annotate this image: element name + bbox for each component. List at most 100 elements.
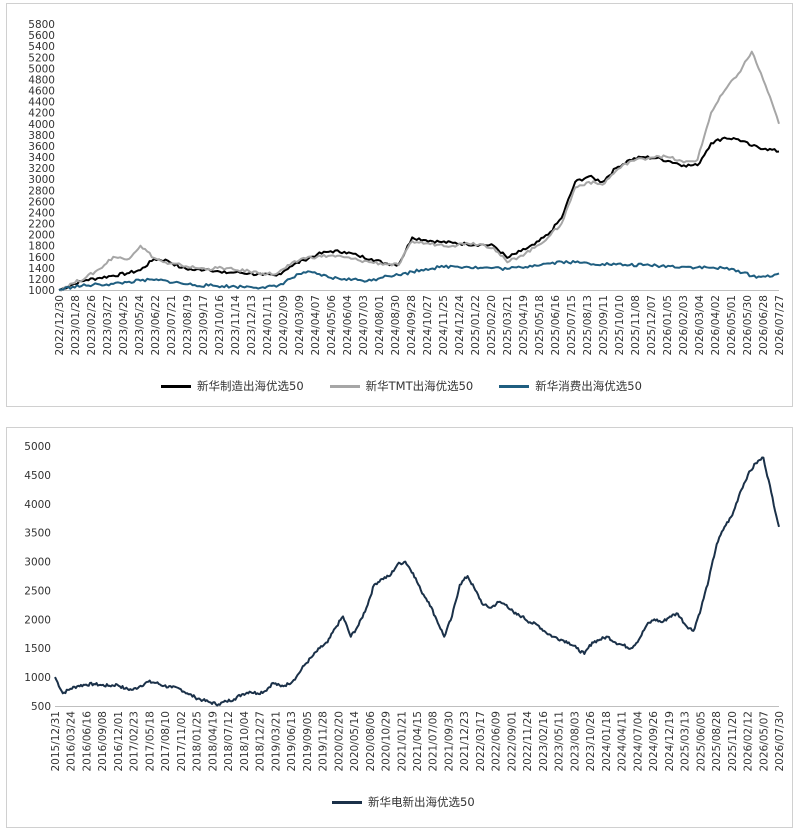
top-x-tick-label: 2024/01/11 xyxy=(262,295,274,356)
legend-label-tmt: 新华TMT出海优选50 xyxy=(365,379,474,393)
bottom-x-tick-label: 2016/09/08 xyxy=(97,711,109,772)
top-x-tick-label: 2024/12/24 xyxy=(454,295,466,356)
top-x-tick-label: 2024/09/28 xyxy=(406,295,418,356)
top-x-tick-label: 2025/12/07 xyxy=(646,295,658,356)
top-x-tick-label: 2025/05/18 xyxy=(534,295,546,356)
top-x-tick-label: 2023/08/19 xyxy=(182,295,194,356)
legend-swatch-tmt xyxy=(329,384,360,388)
top-x-tick-label: 2024/03/09 xyxy=(294,295,306,356)
top-x-tick-label: 2026/05/01 xyxy=(726,295,738,356)
bottom-y-tick-label: 1000 xyxy=(24,672,51,684)
bottom-x-tick-label: 2023/08/03 xyxy=(569,711,581,772)
top-x-tick-label: 2024/05/06 xyxy=(326,295,338,356)
legend-item-new-energy: 新华电新出海优选50 xyxy=(332,794,475,810)
bottom-x-tick-label: 2022/03/17 xyxy=(475,711,487,772)
chart-bottom-svg: 500 1000 1500 2000 2500 3000 3500 4000 4500 5000 2… xyxy=(24,441,786,772)
top-x-tick-label: 2025/01/22 xyxy=(470,295,482,356)
top-x-tick-label: 2023/05/24 xyxy=(134,295,146,356)
legend-swatch-consumer xyxy=(499,384,530,388)
bottom-x-tick-label: 2021/01/21 xyxy=(396,711,408,772)
top-x-tick-label: 2025/08/13 xyxy=(582,295,594,356)
bottom-y-tick-label: 500 xyxy=(31,701,51,713)
top-x-tick-label: 2026/07/27 xyxy=(774,295,786,356)
top-y-tick-label: 5400 xyxy=(28,41,55,53)
top-y-tick-label: 2600 xyxy=(28,196,55,208)
top-series-line-2 xyxy=(58,260,780,291)
top-x-tick-label: 2024/10/27 xyxy=(422,295,434,356)
top-y-tick-label: 2800 xyxy=(28,185,55,197)
top-y-tick-label: 3200 xyxy=(28,163,55,175)
bottom-x-tick-label: 2022/09/01 xyxy=(506,711,518,772)
top-y-tick-label: 2000 xyxy=(28,230,55,242)
top-y-tick-label: 4000 xyxy=(28,119,55,131)
top-y-tick-label: 1400 xyxy=(28,263,55,275)
bottom-series-line-0 xyxy=(54,456,780,707)
bottom-x-tick-label: 2016/03/24 xyxy=(66,711,78,772)
bottom-x-tick-label: 2020/02/20 xyxy=(333,711,345,772)
top-x-tick-label: 2023/04/25 xyxy=(118,295,130,356)
top-x-tick-label: 2025/09/11 xyxy=(598,295,610,356)
top-x-tick-label: 2024/08/30 xyxy=(390,295,402,356)
bottom-x-tick-label: 2026/05/07 xyxy=(758,711,770,772)
top-y-tick-label: 1200 xyxy=(28,274,55,286)
legend-swatch-new-energy xyxy=(332,800,362,804)
top-y-tick-label: 4600 xyxy=(28,86,55,98)
bottom-x-tick-label: 2020/08/06 xyxy=(365,711,377,772)
top-x-tick-label: 2025/10/10 xyxy=(614,295,626,356)
bottom-y-tick-label: 1500 xyxy=(24,643,51,655)
bottom-x-tick-label: 2017/08/10 xyxy=(160,711,172,772)
bottom-x-tick-label: 2023/05/11 xyxy=(554,711,566,772)
bottom-x-tick-label: 2019/09/05 xyxy=(302,711,314,772)
chart-panel-top: 1000 1200 1400 1600 1800 2000 2200 2400 2600 2800… xyxy=(6,3,793,407)
bottom-x-tick-label: 2017/02/23 xyxy=(129,711,141,772)
bottom-x-tick-label: 2024/04/11 xyxy=(617,711,629,772)
bottom-y-tick-label: 5000 xyxy=(24,441,51,453)
chart-top-svg: 1000120014001600180020002200240026002800… xyxy=(28,19,786,356)
bottom-x-tick-label: 2025/08/28 xyxy=(711,711,723,772)
bottom-x-tick-label: 2022/11/24 xyxy=(522,711,534,772)
top-x-tick-label: 2024/11/25 xyxy=(438,295,450,356)
bottom-x-tick-label: 2023/10/26 xyxy=(585,711,597,772)
bottom-y-tick-label: 3000 xyxy=(24,557,51,569)
top-y-tick-label: 1600 xyxy=(28,252,55,264)
top-x-tick-label: 2024/08/01 xyxy=(374,295,386,356)
bottom-x-tick-label: 2021/12/23 xyxy=(459,711,471,772)
top-x-tick-label: 2023/07/21 xyxy=(166,295,178,356)
bottom-x-tick-label: 2015/12/31 xyxy=(50,711,62,772)
top-x-tick-label: 2025/07/15 xyxy=(566,295,578,356)
bottom-y-tick-label: 2000 xyxy=(24,614,51,626)
bottom-x-tick-label: 2021/07/08 xyxy=(428,711,440,772)
bottom-y-tick-label: 3500 xyxy=(24,528,51,540)
bottom-x-tick-label: 2016/12/01 xyxy=(113,711,125,772)
bottom-x-tick-label: 2018/10/04 xyxy=(239,711,251,772)
top-y-tick-label: 3400 xyxy=(28,152,55,164)
top-x-tick-label: 2025/06/16 xyxy=(550,295,562,356)
top-x-tick-label: 2026/04/02 xyxy=(710,295,722,356)
top-y-tick-label: 2400 xyxy=(28,207,55,219)
bottom-x-tick-label: 2019/06/13 xyxy=(286,711,298,772)
bottom-x-tick-label: 2018/12/27 xyxy=(255,711,267,772)
top-x-tick-label: 2024/04/07 xyxy=(310,295,322,356)
bottom-y-tick-label: 4000 xyxy=(24,499,51,511)
top-y-tick-label: 5600 xyxy=(28,30,55,42)
top-series-line-0 xyxy=(58,136,780,291)
top-y-tick-label: 3800 xyxy=(28,130,55,142)
bottom-x-tick-label: 2022/06/09 xyxy=(491,711,503,772)
bottom-x-tick-label: 2017/05/18 xyxy=(144,711,156,772)
top-x-tick-label: 2026/01/05 xyxy=(662,295,674,356)
bottom-x-tick-label: 2020/10/29 xyxy=(381,711,393,772)
bottom-x-tick-label: 2019/11/28 xyxy=(318,711,330,772)
top-x-tick-label: 2022/12/30 xyxy=(54,295,66,356)
bottom-x-tick-label: 2025/11/20 xyxy=(727,711,739,772)
legend-label-manufacturing: 新华制造出海优选50 xyxy=(197,379,304,393)
chart-panel-bottom: 500 1000 1500 2000 2500 3000 3500 4000 4500 5000 2… xyxy=(6,427,793,828)
bottom-x-tick-label: 2026/07/30 xyxy=(774,711,786,772)
bottom-x-tick-label: 2024/01/18 xyxy=(601,711,613,772)
top-x-tick-label: 2026/05/30 xyxy=(742,295,754,356)
top-y-tick-label: 3000 xyxy=(28,174,55,186)
bottom-x-tick-label: 2020/05/14 xyxy=(349,711,361,772)
top-y-tick-label: 4400 xyxy=(28,97,55,109)
top-x-tick-label: 2024/06/04 xyxy=(342,295,354,356)
top-y-tick-label: 5200 xyxy=(28,52,55,64)
top-x-tick-label: 2026/03/04 xyxy=(694,295,706,356)
